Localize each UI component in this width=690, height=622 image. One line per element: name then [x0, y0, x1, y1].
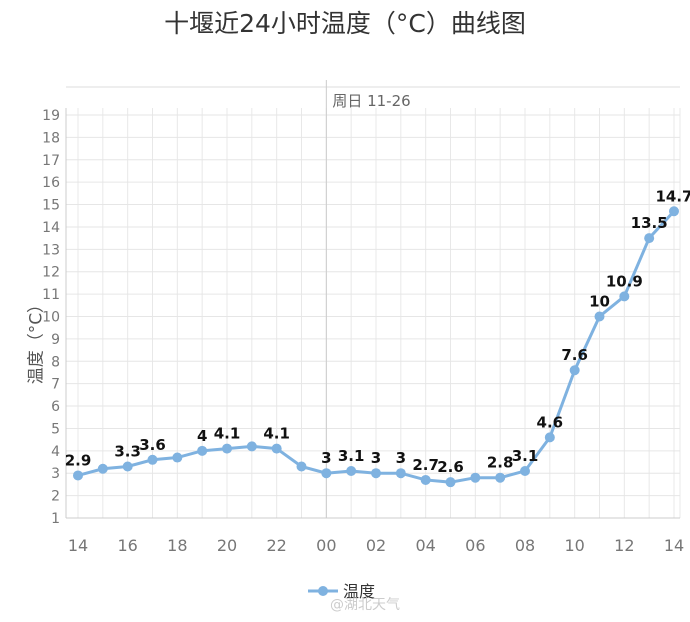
data-label: 10.9 [606, 272, 643, 290]
data-point [371, 468, 381, 479]
data-point [73, 470, 83, 481]
data-point [544, 432, 555, 443]
data-label: 3 [321, 449, 331, 467]
data-label: 2.7 [412, 456, 439, 474]
data-point [97, 463, 108, 474]
data-label: 2.6 [437, 458, 464, 476]
data-point [669, 206, 679, 217]
data-label: 2.8 [487, 454, 514, 472]
y-tick-label: 10 [42, 310, 60, 326]
x-tick-label: 20 [217, 536, 237, 555]
data-label: 4 [197, 427, 207, 445]
x-tick-label: 22 [266, 536, 286, 555]
data-point [172, 452, 183, 463]
y-tick-label: 17 [42, 153, 60, 169]
x-tick-label: 14 [68, 536, 88, 555]
data-label: 7.6 [561, 346, 588, 364]
data-point [222, 443, 232, 454]
y-tick-label: 6 [51, 399, 60, 415]
data-point [346, 465, 357, 476]
watermark: @湖北天气 [330, 597, 400, 613]
y-tick-label: 14 [42, 220, 60, 236]
x-tick-label: 00 [316, 536, 336, 555]
data-point [495, 472, 506, 483]
data-point [296, 461, 307, 472]
data-label: 3 [396, 449, 406, 467]
y-tick-label: 4 [51, 444, 60, 460]
x-tick-label: 04 [415, 536, 435, 555]
y-tick-label: 12 [42, 265, 60, 281]
data-point [321, 468, 332, 479]
data-point [569, 365, 580, 376]
data-label: 3.1 [338, 447, 365, 465]
data-point [147, 454, 158, 465]
data-point [420, 474, 431, 485]
y-tick-label: 13 [42, 242, 60, 258]
y-tick-label: 8 [51, 354, 60, 370]
data-point [445, 477, 456, 488]
chart-title: 十堰近24小时温度（°C）曲线图 [164, 9, 526, 38]
x-tick-label: 14 [664, 536, 684, 555]
data-point [520, 465, 530, 476]
data-label: 4.1 [214, 425, 241, 443]
data-label: 4.1 [263, 425, 290, 443]
y-tick-label: 19 [42, 108, 60, 124]
data-label: 13.5 [631, 214, 668, 232]
y-tick-label: 3 [51, 466, 60, 482]
data-label: 3.6 [139, 436, 166, 454]
x-tick-label: 06 [465, 536, 485, 555]
data-label: 4.6 [537, 413, 564, 431]
y-tick-label: 11 [42, 287, 60, 303]
data-point [246, 441, 257, 452]
x-tick-label: 16 [117, 536, 137, 555]
day-marker-label: 周日 11-26 [332, 92, 410, 110]
y-tick-label: 16 [42, 175, 60, 191]
x-tick-label: 08 [515, 536, 535, 555]
y-tick-label: 2 [51, 489, 60, 505]
data-point [122, 461, 133, 472]
data-label: 3 [371, 449, 381, 467]
y-tick-label: 1 [51, 511, 60, 527]
data-label: 2.9 [65, 451, 92, 469]
x-tick-label: 12 [614, 536, 634, 555]
data-point [644, 233, 655, 244]
data-label: 14.7 [655, 187, 690, 205]
legend-marker [318, 586, 328, 596]
x-tick-label: 18 [167, 536, 187, 555]
data-point [594, 311, 605, 322]
data-point [395, 468, 406, 479]
y-tick-label: 9 [51, 332, 60, 348]
data-point [619, 291, 630, 302]
x-tick-label: 02 [366, 536, 386, 555]
legend-label: 温度 [343, 582, 375, 601]
y-tick-label: 15 [42, 198, 60, 214]
data-point [271, 443, 282, 454]
y-tick-label: 5 [51, 421, 60, 437]
x-tick-label: 10 [564, 536, 584, 555]
data-label: 3.3 [114, 443, 141, 461]
data-point [197, 445, 208, 456]
data-label: 3.1 [512, 447, 539, 465]
y-tick-label: 7 [51, 377, 60, 393]
y-tick-label: 18 [42, 130, 60, 146]
data-point [470, 472, 481, 483]
data-label: 10 [589, 293, 610, 311]
